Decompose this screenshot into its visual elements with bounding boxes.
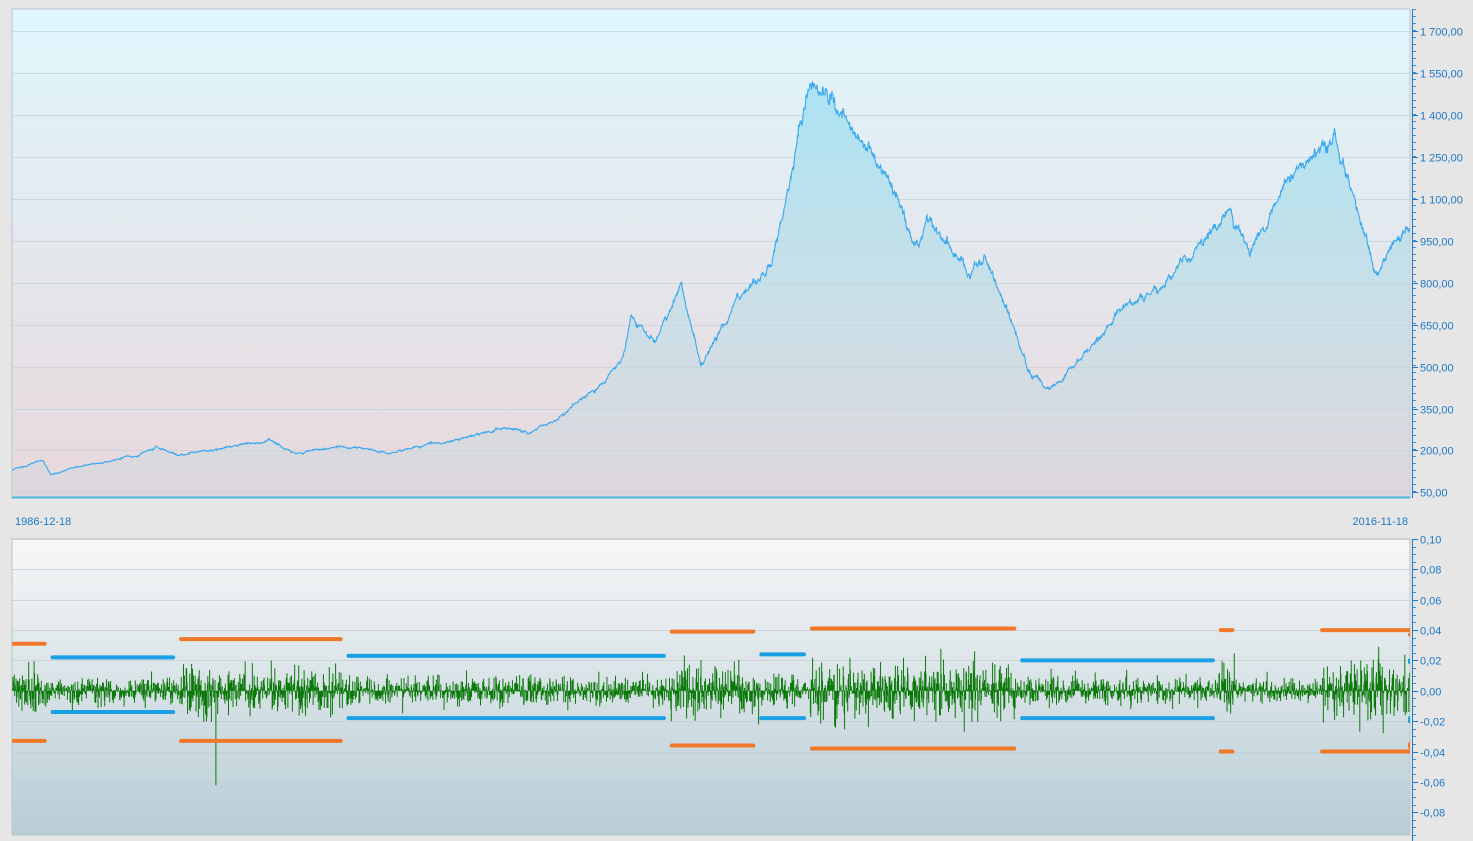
price-tick-label: 1 100,00 [1420,195,1463,207]
price-tick-label: 950,00 [1420,237,1454,249]
price-tick-label: 650,00 [1420,321,1454,333]
price-tick-label: 1 250,00 [1420,153,1463,165]
price-tick-label: 50,00 [1420,488,1448,500]
returns-tick-label: 0,06 [1420,596,1441,608]
x-end-date-label: 2016-11-18 [1353,516,1408,528]
price-area-fill [12,82,1410,498]
price-tick-label: 1 400,00 [1420,111,1463,123]
returns-tick-label: -0,02 [1420,717,1445,729]
price-panel: 50,00 200,00 350,00 500,00 650,00 800,00 950,0… [11,8,1463,500]
volatility-regime-bands [12,626,1410,754]
returns-tick-label: -0,08 [1420,808,1445,820]
price-tick-label: 1 700,00 [1420,27,1463,39]
returns-y-ticks: -0,08 -0,06 -0,04 -0,02 0,00 0,02 0,04 0,06 0,08… [1413,535,1445,836]
price-line [12,80,1410,476]
returns-tick-label: 0,02 [1420,656,1441,668]
returns-bars [12,646,1410,786]
returns-tick-label: 0,10 [1420,535,1441,547]
returns-tick-label: -0,04 [1420,748,1445,760]
returns-panel: -0,08 -0,06 -0,04 -0,02 0,00 0,02 0,04 0,06 0,08… [11,535,1445,841]
price-tick-label: 800,00 [1420,279,1454,291]
price-tick-label: 350,00 [1420,405,1454,417]
x-start-date-label: 1986-12-18 [15,516,71,528]
returns-tick-label: 0,08 [1420,565,1441,577]
price-y-ticks: 50,00 200,00 350,00 500,00 650,00 800,00 950,0… [1413,9,1463,500]
price-tick-label: 200,00 [1420,446,1454,458]
returns-tick-label: 0,04 [1420,626,1441,638]
price-tick-label: 500,00 [1420,363,1454,375]
returns-tick-label: -0,06 [1420,778,1445,790]
price-tick-label: 1 550,00 [1420,69,1463,81]
returns-tick-label: 0,00 [1420,687,1441,699]
